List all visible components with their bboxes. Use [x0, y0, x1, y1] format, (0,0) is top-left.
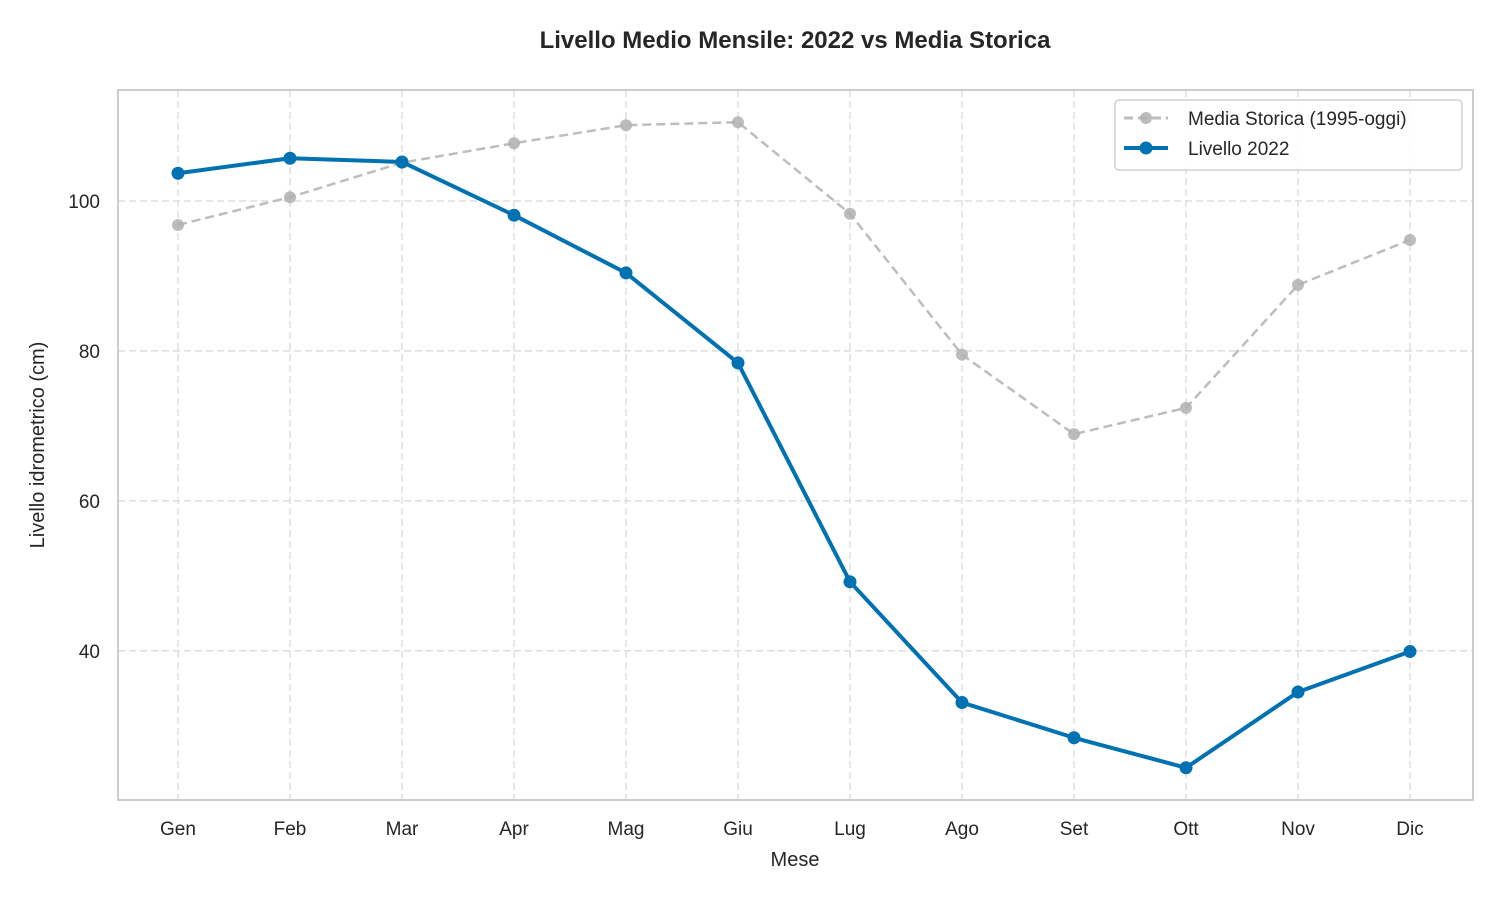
- x-tick-label: Gen: [160, 819, 196, 840]
- data-point-0: [956, 348, 968, 361]
- data-point-0: [1404, 233, 1416, 246]
- data-point-0: [508, 137, 520, 150]
- y-tick-label: 100: [68, 192, 100, 213]
- x-axis-label: Mese: [771, 849, 820, 871]
- data-point-0: [1068, 428, 1080, 441]
- data-point-0: [620, 119, 632, 132]
- data-point-1: [955, 696, 969, 710]
- data-point-1: [507, 208, 521, 222]
- data-point-1: [1179, 761, 1193, 775]
- chart-title: Livello Medio Mensile: 2022 vs Media Sto…: [540, 27, 1051, 54]
- series-layer: [171, 116, 1417, 775]
- legend-label-2022: Livello 2022: [1188, 139, 1289, 160]
- data-point-1: [843, 575, 857, 589]
- x-tick-label: Dic: [1396, 819, 1423, 840]
- legend: Media Storica (1995-oggi) Livello 2022: [1114, 99, 1463, 171]
- data-point-1: [731, 356, 745, 370]
- data-point-1: [1067, 731, 1081, 745]
- grid: [118, 90, 1473, 800]
- x-tick-label: Apr: [499, 819, 529, 840]
- y-axis-label: Livello idrometrico (cm): [27, 342, 49, 549]
- x-tick-label: Mag: [608, 819, 645, 840]
- data-point-0: [1180, 401, 1192, 414]
- x-tick-label: Mar: [386, 819, 419, 840]
- y-tick-label: 60: [79, 492, 100, 513]
- data-point-0: [1292, 278, 1304, 291]
- x-tick-label: Set: [1060, 819, 1089, 840]
- legend-label-media: Media Storica (1995-oggi): [1188, 109, 1407, 130]
- x-tick-label: Giu: [723, 819, 753, 840]
- series-line-1: [177, 156, 1411, 770]
- y-tick-label: 40: [79, 642, 100, 663]
- x-tick-labels: Gen Feb Mar Apr Mag Giu Lug Ago Set Ott Nov Dic: [160, 819, 1424, 840]
- y-tick-label: 80: [79, 342, 100, 363]
- legend-box: [1114, 99, 1463, 171]
- plot-frame: [117, 89, 1474, 801]
- data-point-0: [284, 191, 296, 204]
- data-point-1: [395, 155, 409, 169]
- data-point-1: [171, 166, 185, 180]
- legend-marker-2022: [1139, 141, 1153, 155]
- data-point-1: [283, 151, 297, 165]
- x-tick-label: Lug: [834, 819, 866, 840]
- x-tick-label: Ago: [945, 819, 979, 840]
- series-line-0: [177, 120, 1411, 436]
- data-point-1: [1291, 685, 1305, 699]
- legend-marker-media: [1140, 112, 1152, 124]
- data-point-1: [1403, 645, 1417, 659]
- data-point-0: [172, 218, 184, 231]
- data-point-1: [619, 266, 633, 280]
- data-point-0: [844, 207, 856, 220]
- data-point-0: [732, 116, 744, 129]
- x-tick-label: Ott: [1173, 819, 1199, 840]
- y-tick-labels: 40 60 80 100: [68, 192, 100, 663]
- x-tick-label: Feb: [274, 819, 307, 840]
- x-tick-label: Nov: [1281, 819, 1315, 840]
